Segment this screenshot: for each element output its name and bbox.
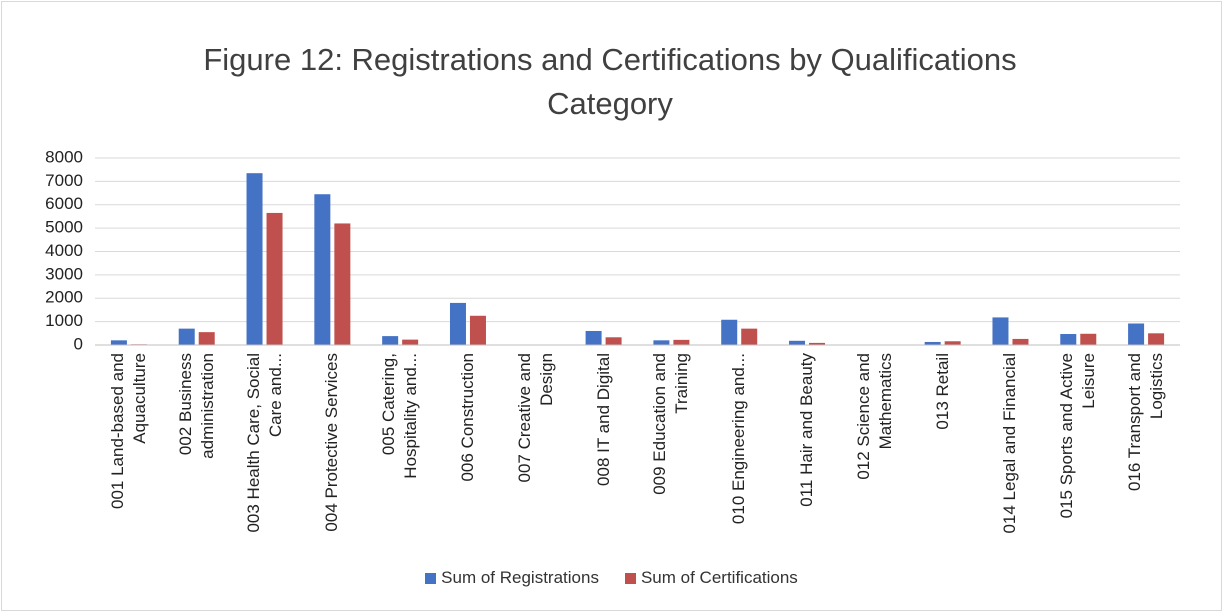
bar bbox=[741, 328, 758, 345]
x-tick-label: 008 IT and Digital bbox=[593, 353, 613, 486]
legend-label: Sum of Certifications bbox=[640, 568, 798, 587]
bar bbox=[924, 341, 941, 345]
bar bbox=[992, 317, 1009, 345]
y-tick-label: 8000 bbox=[45, 147, 83, 166]
bar bbox=[585, 330, 602, 345]
legend-label: Sum of Registrations bbox=[441, 568, 599, 587]
bar bbox=[266, 212, 283, 345]
y-tick-label: 2000 bbox=[45, 288, 83, 307]
bar bbox=[1128, 323, 1145, 345]
x-tick-label: 002 Business administration bbox=[175, 353, 217, 459]
bar bbox=[314, 194, 331, 345]
y-tick-label: 6000 bbox=[45, 194, 83, 213]
bar bbox=[402, 339, 419, 345]
x-tick-label: 006 Construction bbox=[457, 353, 477, 482]
x-tick-label: 015 Sports and Active Leisure bbox=[1057, 353, 1099, 519]
y-tick-label: 5000 bbox=[45, 218, 83, 237]
legend-item: Sum of Registrations bbox=[425, 568, 599, 588]
legend: Sum of Registrations Sum of Certification… bbox=[0, 568, 1223, 588]
bar bbox=[334, 223, 351, 345]
bar bbox=[1148, 333, 1165, 345]
x-tick-label: 011 Hair and Beauty bbox=[797, 353, 817, 507]
y-tick-label: 3000 bbox=[45, 264, 83, 283]
legend-swatch bbox=[425, 572, 437, 584]
bar bbox=[178, 328, 195, 345]
x-tick-label: 014 Legal and Financial bbox=[1000, 353, 1020, 534]
x-tick-label: 001 Land-based and Aquaculture bbox=[107, 353, 149, 509]
bar bbox=[673, 339, 690, 345]
x-tick-label: 009 Education and Training bbox=[650, 353, 692, 495]
x-tick-label: 016 Transport and Logistics bbox=[1125, 353, 1167, 491]
y-tick-label: 0 bbox=[74, 334, 83, 353]
x-tick-label: 012 Science and Mathematics bbox=[853, 353, 895, 480]
legend-item: Sum of Certifications bbox=[624, 568, 798, 588]
bar bbox=[721, 319, 738, 345]
legend-swatch bbox=[624, 572, 636, 584]
bar bbox=[809, 342, 826, 345]
bar bbox=[469, 315, 486, 345]
bar bbox=[1012, 338, 1029, 345]
bar bbox=[944, 341, 961, 345]
y-tick-label: 4000 bbox=[45, 241, 83, 260]
bar bbox=[1060, 334, 1077, 345]
x-tick-label: 004 Protective Services bbox=[322, 353, 342, 532]
y-tick-label: 1000 bbox=[45, 311, 83, 330]
y-tick-label: 7000 bbox=[45, 171, 83, 190]
x-tick-label: 010 Engineering and... bbox=[729, 353, 749, 525]
bar bbox=[1080, 333, 1097, 345]
bar bbox=[653, 340, 670, 345]
bar bbox=[449, 302, 466, 345]
x-tick-label: 005 Catering, Hospitality and... bbox=[379, 353, 421, 479]
bar bbox=[382, 336, 399, 345]
bar bbox=[198, 332, 215, 345]
bar bbox=[110, 340, 127, 345]
bar bbox=[246, 173, 263, 345]
chart-title: Figure 12: Registrations and Certificati… bbox=[203, 42, 1017, 121]
bar bbox=[605, 337, 622, 345]
bar bbox=[789, 340, 806, 345]
x-tick-label: 013 Retail bbox=[932, 353, 952, 430]
x-tick-label: 007 Creative and Design bbox=[514, 353, 556, 483]
x-tick-label: 003 Health Care, Social Care and... bbox=[243, 353, 285, 533]
